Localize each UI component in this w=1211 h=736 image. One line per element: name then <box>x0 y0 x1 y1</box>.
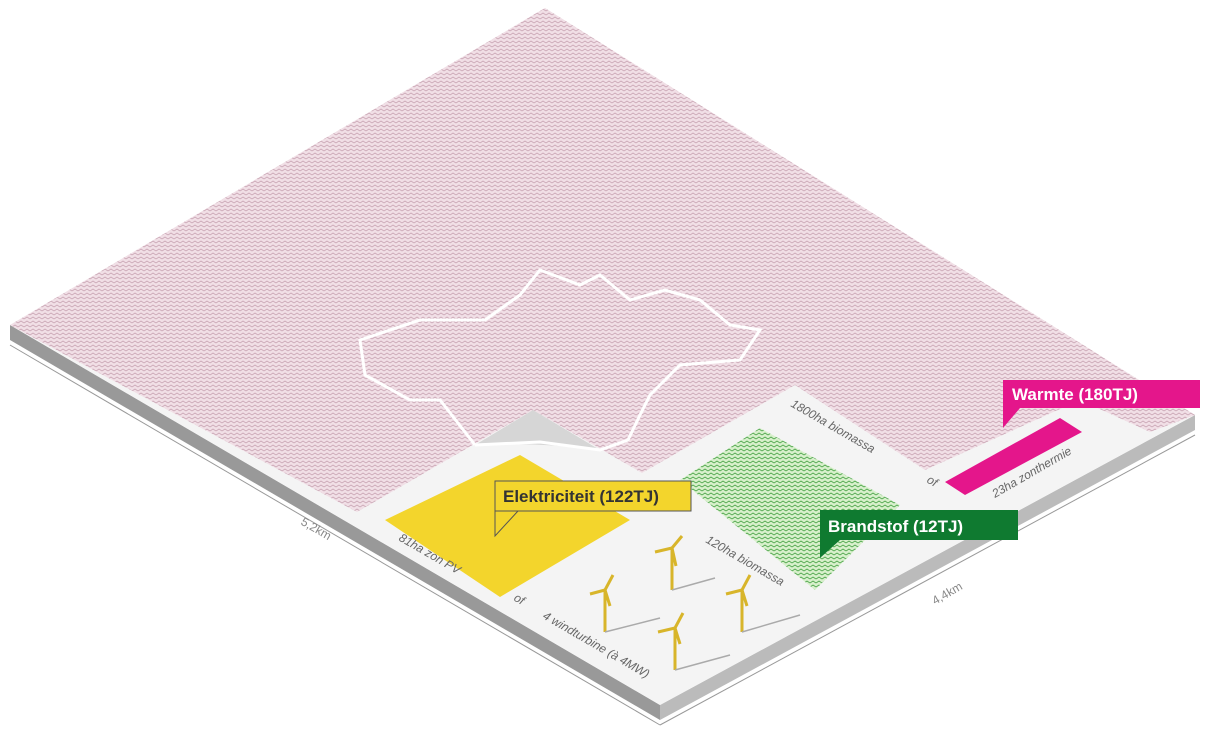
wind-turbines <box>589 535 752 670</box>
depth-label: 4,4km <box>930 579 965 607</box>
dimension-lines <box>9 344 1196 726</box>
platform-side <box>10 325 660 720</box>
biomass-field <box>680 428 900 590</box>
land-use <box>10 8 1195 512</box>
solar-thermal-field <box>945 418 1082 495</box>
platform-side <box>660 415 1195 720</box>
outline <box>358 268 763 452</box>
fuel-label: Brandstof (12TJ) <box>828 517 963 536</box>
electricity-label: Elektriciteit (122TJ) <box>503 487 659 506</box>
heat-label: Warmte (180TJ) <box>1012 385 1138 404</box>
electricity-callout: Elektriciteit (122TJ) <box>494 480 692 538</box>
city-area <box>475 410 600 450</box>
heat-callout: Warmte (180TJ) <box>1003 380 1200 428</box>
turbine-shadows <box>604 577 801 671</box>
fuel-callout: Brandstof (12TJ) <box>820 510 1018 558</box>
